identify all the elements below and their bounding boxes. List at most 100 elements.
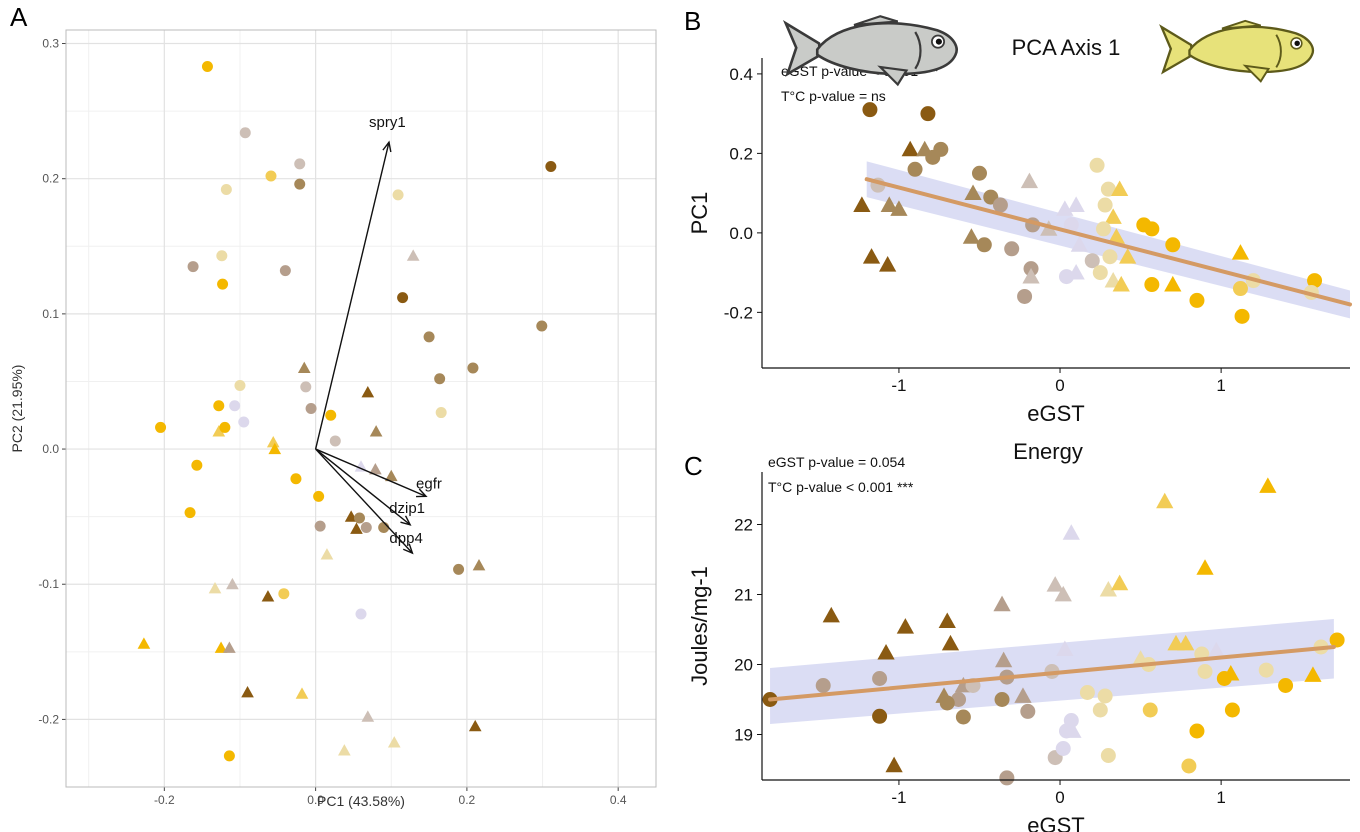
data-point-circle [234, 380, 246, 392]
data-point-triangle [268, 442, 282, 455]
loading-arrowhead [400, 515, 412, 526]
data-point-circle [325, 409, 337, 421]
data-point-triangle [1014, 687, 1032, 703]
data-point-triangle [384, 469, 398, 482]
data-point-triangle [1064, 722, 1082, 738]
data-point-circle [223, 750, 235, 762]
data-point-triangle [1104, 208, 1122, 224]
data-point-triangle [853, 196, 871, 212]
data-point-circle [536, 320, 548, 332]
data-point-triangle [1020, 172, 1039, 189]
data-point-circle [219, 421, 231, 433]
data-point-circle [1100, 748, 1116, 763]
data-point-circle [353, 512, 365, 524]
data-point-circle [1224, 702, 1240, 718]
data-point-circle [1004, 241, 1020, 257]
data-point-triangle [369, 463, 382, 475]
data-point-triangle [406, 249, 420, 261]
fish-dorsal-fin [1221, 19, 1262, 30]
data-point-circle [1017, 288, 1033, 304]
data-point-circle [1329, 632, 1345, 648]
data-point-triangle [468, 719, 482, 732]
p-value-annotation: T°C p-value = ns [781, 88, 886, 104]
data-point-circle [862, 102, 878, 118]
x-tick-label: -1 [891, 376, 906, 395]
data-point-circle [229, 400, 241, 412]
data-point-circle [999, 770, 1015, 786]
x-axis-title: eGST [1027, 401, 1084, 426]
data-point-circle [467, 362, 479, 374]
data-point-triangle [1046, 576, 1064, 592]
data-point-circle [1165, 237, 1181, 253]
data-point-circle [278, 588, 290, 600]
fish-pupil [935, 38, 942, 45]
data-point-circle [1232, 281, 1248, 297]
y-tick-label: -0.1 [38, 577, 59, 591]
y-tick-label: 19 [734, 726, 753, 745]
data-point-circle [314, 520, 326, 532]
data-point-circle [1097, 688, 1113, 704]
data-point-triangle [1107, 228, 1126, 244]
data-point-circle [329, 435, 341, 447]
fish-fin [1242, 64, 1271, 83]
data-point-triangle [877, 643, 895, 660]
data-point-triangle [1054, 585, 1072, 602]
loading-label-dzip1: dzip1 [389, 500, 425, 517]
data-point-triangle [880, 196, 898, 212]
data-point-circle [920, 106, 936, 122]
panel-a-pca-biplot: A -0.2 0.0 0.2 0.4 -0.2 -0.1 0.0 0.1 0.2 0.3 spry1 e… [9, 2, 657, 809]
data-point-circle [545, 161, 557, 173]
data-point-circle [1307, 273, 1323, 289]
fish-gill [914, 31, 922, 70]
data-point-circle [220, 184, 232, 196]
data-point-circle [1189, 723, 1205, 739]
data-point-triangle [1067, 196, 1085, 212]
y-tick-label: 0.0 [42, 442, 59, 456]
x-tick-label: 0.4 [610, 793, 627, 807]
data-point-circle [976, 237, 992, 253]
data-point-triangle [993, 595, 1011, 612]
panel-letter: A [10, 2, 28, 32]
data-point-circle [305, 403, 317, 414]
data-point-circle [313, 490, 325, 502]
y-tick-label: -0.2 [38, 712, 59, 726]
data-point-triangle [354, 460, 368, 472]
data-point-circle [1234, 308, 1250, 324]
data-point-circle [1092, 265, 1108, 281]
data-point-triangle [369, 425, 383, 437]
y-axis-title: Joules/mg-1 [687, 566, 712, 686]
data-point-circle [1189, 292, 1205, 308]
data-point-triangle [962, 228, 981, 244]
data-point-circle [1278, 678, 1294, 693]
data-point-triangle [1231, 244, 1250, 260]
y-tick-label: 0.4 [729, 65, 753, 84]
data-point-triangle [1177, 634, 1195, 651]
loading-arrow [315, 448, 411, 526]
data-point-triangle [1304, 666, 1322, 682]
data-point-circle [355, 608, 367, 620]
fish-icons [782, 15, 1315, 87]
y-tick-label: 0.1 [42, 307, 59, 321]
y-tick-label: 0.0 [729, 224, 753, 243]
data-point-circle [155, 421, 167, 433]
loading-label-dpp4: dpp4 [389, 530, 422, 547]
x-tick-label: 0.2 [459, 793, 476, 807]
data-point-triangle [879, 256, 897, 272]
fish-fin [877, 65, 909, 87]
data-point-circle [294, 158, 306, 170]
data-point-circle [971, 165, 987, 181]
grey-fish-icon [782, 15, 958, 87]
data-point-circle [1144, 277, 1160, 293]
plot-title: PCA Axis 1 [1012, 35, 1121, 60]
data-point-circle [1197, 664, 1213, 679]
data-point-circle [294, 178, 306, 190]
data-point-triangle [1222, 664, 1240, 681]
data-point-triangle [1164, 275, 1182, 292]
data-point-triangle [1067, 263, 1085, 280]
data-point-circle [992, 197, 1008, 213]
plot-title: Energy [1013, 439, 1083, 464]
data-point-circle [378, 521, 390, 533]
panel-letter: C [684, 451, 703, 481]
data-point-triangle [941, 634, 960, 651]
trend-line [864, 177, 1352, 307]
